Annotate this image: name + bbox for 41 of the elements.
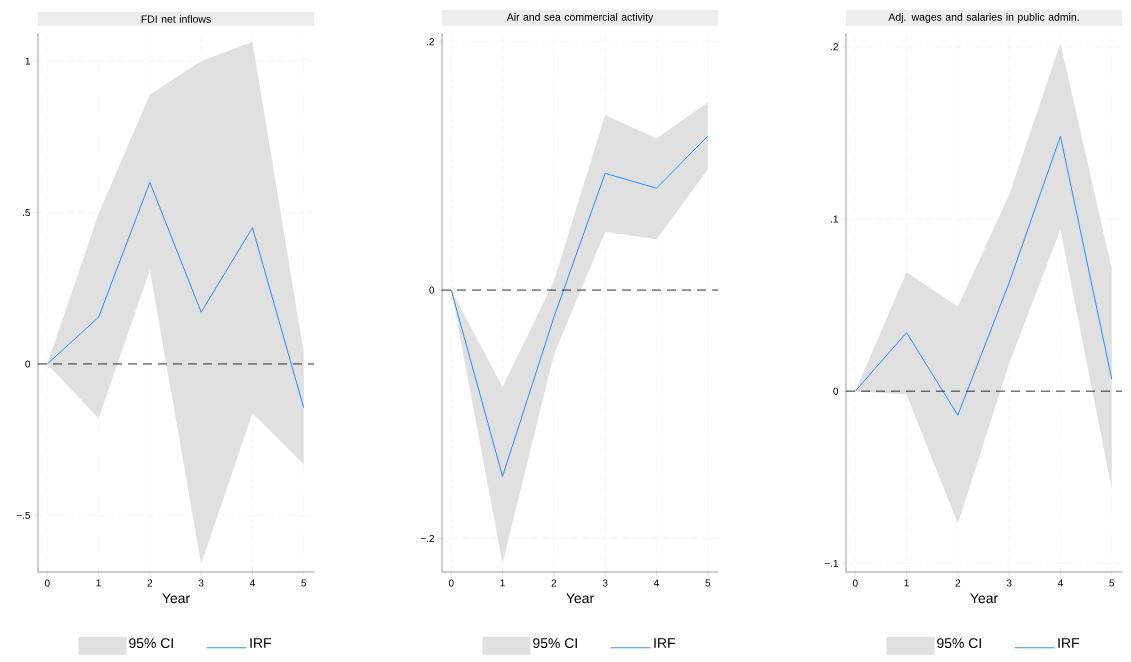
y-tick-label: 0 <box>429 286 435 294</box>
x-tick-label: 4 <box>653 579 659 587</box>
y-tick-label: .1 <box>831 215 839 223</box>
x-axis-title: Year <box>970 593 998 604</box>
y-tick-label: 1 <box>25 57 31 65</box>
y-tick-label: .5 <box>23 209 31 217</box>
chart-title: Air and sea commercial activity <box>506 13 654 23</box>
text: 95% CI <box>533 638 577 649</box>
y-tick-label: −.2 <box>420 534 434 542</box>
y-tick-label: −.5 <box>16 511 31 519</box>
x-tick-label: 2 <box>955 579 961 587</box>
x-tick-label: 3 <box>1006 579 1012 587</box>
legend-label: IRF <box>654 638 675 648</box>
chart-title: Adj. wages and salaries in public admin. <box>888 13 1079 23</box>
legend-label: IRF <box>250 638 271 648</box>
x-tick-label: 2 <box>551 579 557 587</box>
x-tick-label: 0 <box>44 579 50 587</box>
x-tick-label: 2 <box>147 579 153 587</box>
x-tick-label: 4 <box>249 579 255 587</box>
x-tick-label: 0 <box>852 579 858 587</box>
text: 95% CI <box>937 638 981 649</box>
text: 95% CI <box>129 638 173 649</box>
y-tick-label: −.1 <box>824 559 839 567</box>
y-tick-label: .2 <box>831 43 838 51</box>
x-tick-label: 1 <box>904 579 909 587</box>
x-axis-title: Year <box>566 593 594 604</box>
x-tick-label: 1 <box>96 579 101 587</box>
x-tick-label: 0 <box>448 579 454 587</box>
y-tick-label: .2 <box>427 38 434 46</box>
chart-title: FDI net inflows <box>141 15 211 23</box>
x-tick-label: 4 <box>1057 579 1063 587</box>
x-tick-label: 3 <box>602 579 608 587</box>
x-axis-title: Year <box>162 593 190 604</box>
y-tick-label: 0 <box>25 360 31 368</box>
x-tick-label: 3 <box>198 579 204 587</box>
x-tick-label: 1 <box>500 579 505 587</box>
y-tick-label: 0 <box>833 387 839 395</box>
x-tick-label: 5 <box>301 579 307 587</box>
legend-label: IRF <box>1058 638 1080 648</box>
x-tick-label: 5 <box>1109 579 1115 587</box>
x-tick-label: 5 <box>705 579 711 587</box>
